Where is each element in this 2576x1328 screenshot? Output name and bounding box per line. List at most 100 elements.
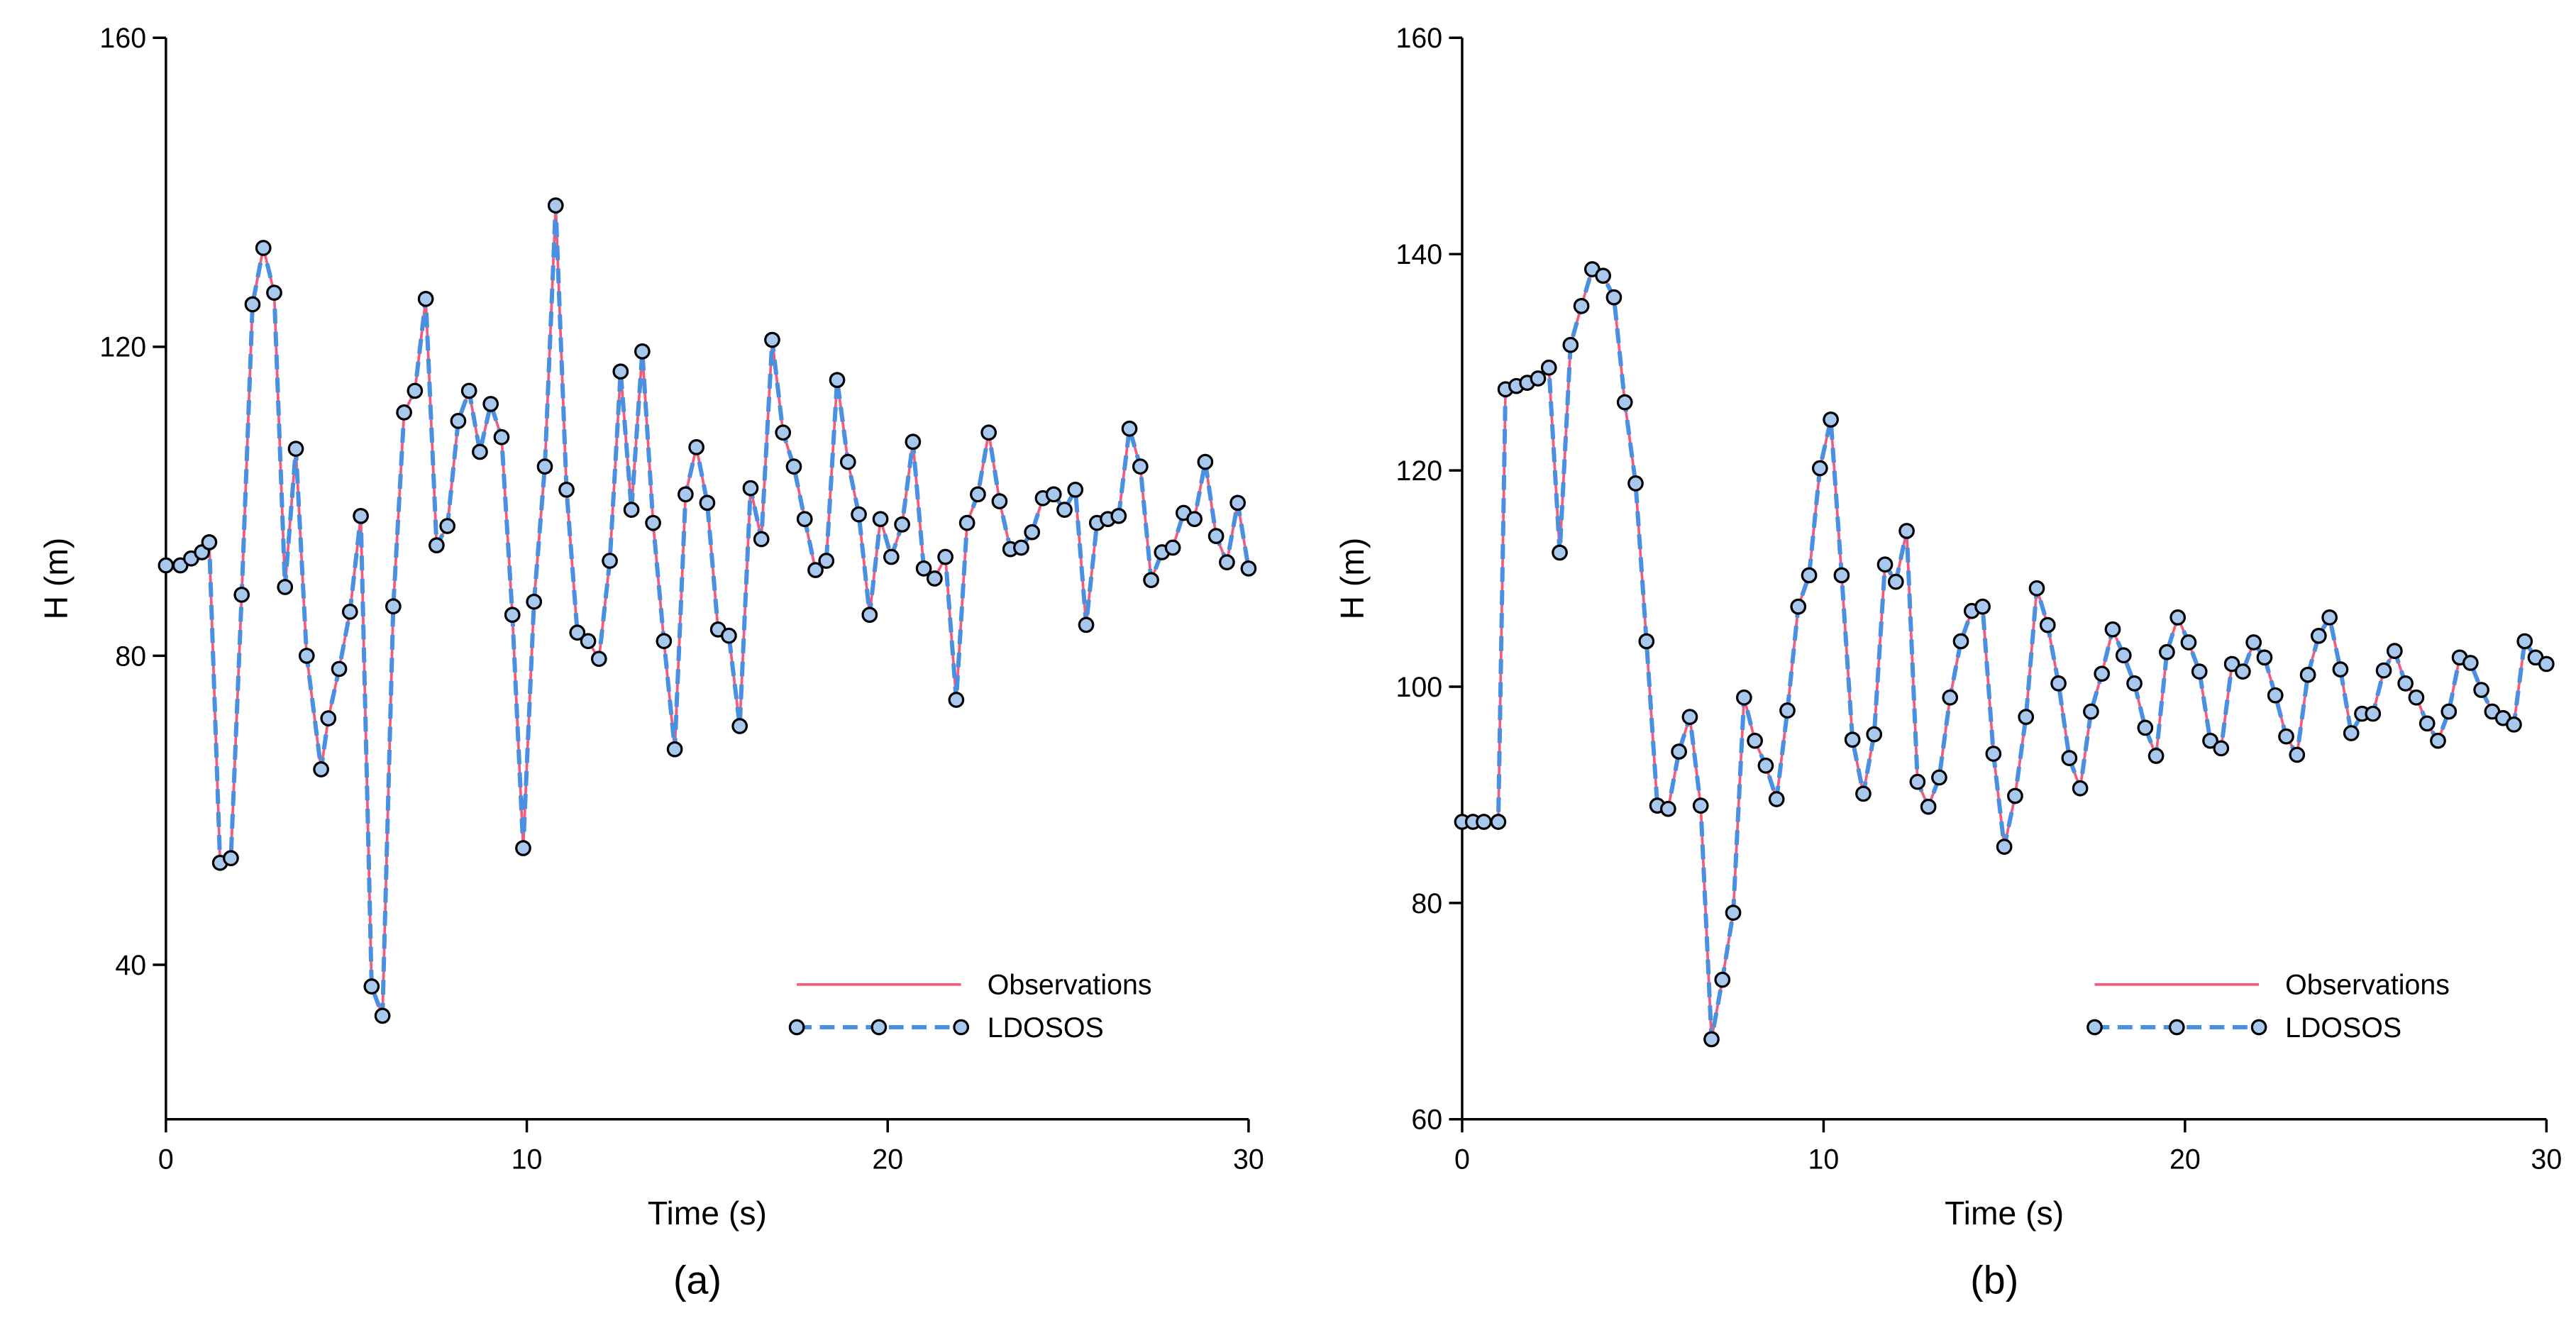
x-tick-label: 0 (1454, 1144, 1470, 1175)
marker (656, 633, 673, 650)
marker (2223, 655, 2240, 673)
marker (2094, 665, 2111, 682)
marker (991, 493, 1008, 509)
marker (580, 633, 597, 650)
marker (1833, 567, 1850, 584)
y-tick-label: 120 (99, 332, 146, 363)
marker (1660, 800, 1676, 817)
x-tick-label: 30 (2531, 1144, 2562, 1175)
marker (731, 718, 748, 734)
marker (851, 506, 867, 523)
y-axis-label: H (m) (38, 538, 74, 620)
marker (2213, 740, 2230, 757)
marker (515, 840, 531, 856)
marker (1530, 370, 1547, 387)
legend-marker (870, 1019, 888, 1036)
marker (688, 439, 704, 455)
marker (958, 514, 975, 531)
caption: (b) (1970, 1258, 2018, 1302)
marker (623, 502, 640, 518)
marker (2289, 746, 2306, 763)
marker (2473, 682, 2489, 698)
x-axis-label: Time (s) (648, 1195, 767, 1232)
marker (1974, 598, 1991, 615)
marker (2408, 689, 2425, 706)
legend-marker (953, 1019, 970, 1036)
marker (764, 331, 780, 348)
marker (2387, 643, 2403, 660)
marker (2061, 750, 2078, 766)
marker (450, 413, 467, 429)
marker (2278, 728, 2294, 745)
marker (1909, 773, 1926, 790)
legend-label: LDOSOS (2285, 1012, 2401, 1044)
marker (905, 433, 922, 450)
marker (2343, 725, 2360, 741)
marker (223, 850, 239, 867)
marker (2202, 732, 2218, 749)
marker (2137, 719, 2154, 736)
marker (1595, 267, 1611, 284)
marker (2516, 633, 2533, 650)
y-tick-label: 100 (1396, 672, 1443, 703)
marker (385, 598, 402, 615)
marker (1197, 453, 1214, 470)
marker (1490, 814, 1507, 830)
y-tick-label: 80 (115, 641, 146, 672)
marker (1920, 798, 1937, 815)
marker (417, 290, 434, 307)
marker (2375, 662, 2392, 679)
marker (396, 404, 412, 421)
marker (2256, 649, 2273, 666)
marker (287, 441, 304, 457)
legend-marker (788, 1019, 805, 1036)
x-tick-label: 30 (1233, 1144, 1264, 1175)
marker (1024, 524, 1041, 541)
marker (1779, 702, 1796, 719)
marker (1056, 502, 1073, 518)
marker (1671, 743, 1687, 760)
marker (1573, 298, 1590, 314)
marker (818, 553, 835, 569)
marker (2180, 634, 2197, 651)
marker (590, 651, 607, 668)
marker (1996, 839, 2013, 855)
marker (1714, 971, 1731, 988)
marker (1121, 420, 1138, 437)
marker (1703, 1031, 1720, 1048)
marker (2419, 715, 2436, 732)
marker (1801, 567, 1818, 584)
marker (948, 692, 965, 708)
marker (2191, 663, 2208, 680)
marker (1207, 528, 1225, 544)
x-axis-label: Time (s) (1945, 1195, 2064, 1232)
marker (1681, 709, 1698, 726)
marker (2506, 716, 2522, 733)
marker (341, 603, 358, 620)
marker (1627, 475, 1644, 492)
marker (872, 511, 889, 528)
marker (2039, 616, 2056, 633)
marker (1811, 460, 1828, 477)
marker (2430, 732, 2446, 749)
marker (2332, 661, 2349, 677)
chart: 60 80 100 120 140 160 0 10 20 30 Time (s) H (m) (b) O… (1334, 23, 2562, 1302)
marker (1078, 616, 1095, 633)
marker (2538, 655, 2555, 673)
marker (266, 284, 282, 301)
marker (1725, 904, 1742, 921)
x-tick-label: 10 (1808, 1144, 1840, 1175)
marker (2235, 663, 2251, 680)
marker (1735, 689, 1752, 706)
marker (526, 593, 543, 610)
marker (2018, 709, 2035, 726)
marker (678, 486, 694, 503)
marker (1757, 757, 1774, 774)
marker (1638, 633, 1655, 650)
marker (1540, 359, 1557, 376)
marker (460, 382, 477, 399)
marker (775, 424, 792, 441)
marker (2028, 580, 2045, 597)
marker (785, 458, 802, 475)
